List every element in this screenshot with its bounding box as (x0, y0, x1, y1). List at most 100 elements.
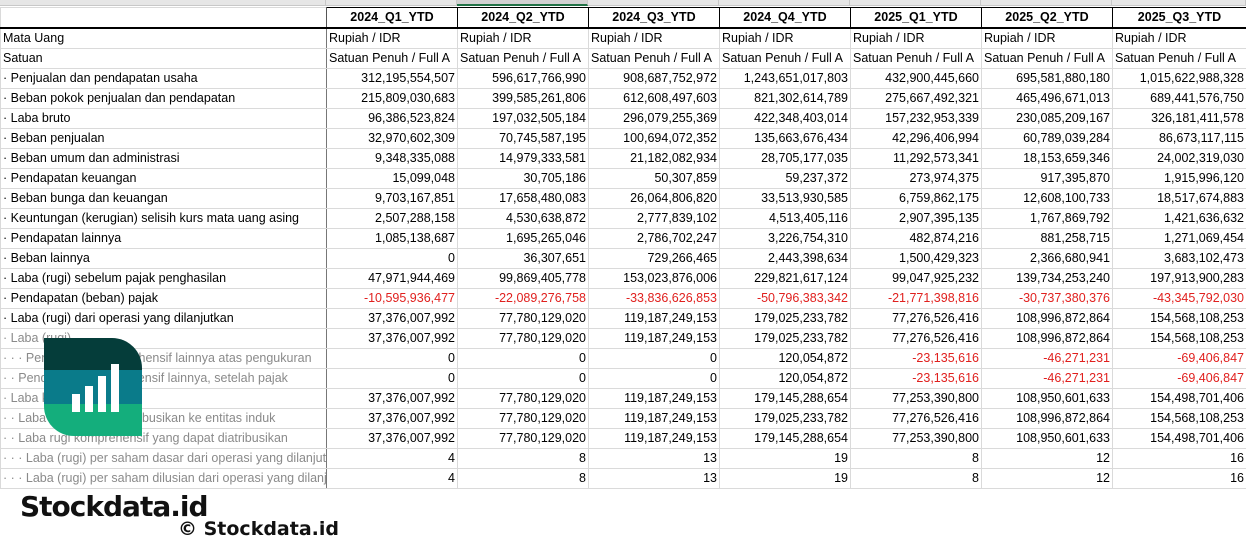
value-cell[interactable]: 77,780,129,020 (458, 329, 589, 349)
value-cell[interactable]: 119,187,249,153 (589, 309, 720, 329)
value-cell[interactable]: 9,348,335,088 (327, 149, 458, 169)
value-cell[interactable]: 482,874,216 (851, 229, 982, 249)
row-label-cell[interactable]: · Laba (rugi) sebelum pajak penghasilan (1, 269, 327, 289)
value-cell[interactable]: 119,187,249,153 (589, 329, 720, 349)
value-cell[interactable]: 821,302,614,789 (720, 89, 851, 109)
value-cell[interactable]: 1,500,429,323 (851, 249, 982, 269)
value-cell[interactable]: 179,025,233,782 (720, 329, 851, 349)
value-cell[interactable]: 12 (982, 449, 1113, 469)
value-cell[interactable]: 296,079,255,369 (589, 109, 720, 129)
value-cell[interactable]: 229,821,617,124 (720, 269, 851, 289)
value-cell[interactable]: 0 (458, 349, 589, 369)
value-cell[interactable]: 153,023,876,006 (589, 269, 720, 289)
value-cell[interactable]: 275,667,492,321 (851, 89, 982, 109)
value-cell[interactable]: 139,734,253,240 (982, 269, 1113, 289)
value-cell[interactable]: 154,568,108,253 (1113, 309, 1246, 329)
value-cell[interactable]: 230,085,209,167 (982, 109, 1113, 129)
meta-value-cell[interactable]: Satuan Penuh / Full A (1113, 49, 1246, 69)
value-cell[interactable]: -10,595,936,477 (327, 289, 458, 309)
value-cell[interactable]: 154,498,701,406 (1113, 429, 1246, 449)
value-cell[interactable]: 77,276,526,416 (851, 409, 982, 429)
value-cell[interactable]: 119,187,249,153 (589, 389, 720, 409)
value-cell[interactable]: 77,780,129,020 (458, 429, 589, 449)
value-cell[interactable]: 0 (458, 369, 589, 389)
value-cell[interactable]: -23,135,616 (851, 349, 982, 369)
value-cell[interactable]: 179,025,233,782 (720, 409, 851, 429)
value-cell[interactable]: 1,767,869,792 (982, 209, 1113, 229)
value-cell[interactable]: 2,366,680,941 (982, 249, 1113, 269)
value-cell[interactable]: 26,064,806,820 (589, 189, 720, 209)
column-header-r[interactable] (850, 0, 981, 6)
value-cell[interactable]: 14,979,333,581 (458, 149, 589, 169)
value-cell[interactable]: 21,182,082,934 (589, 149, 720, 169)
value-cell[interactable]: 100,694,072,352 (589, 129, 720, 149)
value-cell[interactable]: 37,376,007,992 (327, 309, 458, 329)
value-cell[interactable]: 154,498,701,406 (1113, 389, 1246, 409)
value-cell[interactable]: -23,135,616 (851, 369, 982, 389)
column-header-s[interactable] (981, 0, 1112, 6)
value-cell[interactable]: 179,025,233,782 (720, 309, 851, 329)
meta-value-cell[interactable]: Satuan Penuh / Full A (982, 49, 1113, 69)
row-label-cell[interactable]: Satuan (1, 49, 327, 69)
value-cell[interactable]: 37,376,007,992 (327, 329, 458, 349)
row-label-cell[interactable]: · Beban umum dan administrasi (1, 149, 327, 169)
value-cell[interactable]: 4,513,405,116 (720, 209, 851, 229)
value-cell[interactable]: 1,915,996,120 (1113, 169, 1246, 189)
column-header-cell[interactable]: 2025_Q1_YTD (851, 8, 982, 29)
value-cell[interactable]: 32,970,602,309 (327, 129, 458, 149)
value-cell[interactable]: 0 (589, 369, 720, 389)
value-cell[interactable]: 108,950,601,633 (982, 389, 1113, 409)
value-cell[interactable]: -50,796,383,342 (720, 289, 851, 309)
meta-value-cell[interactable]: Rupiah / IDR (1113, 28, 1246, 49)
value-cell[interactable]: -46,271,231 (982, 349, 1113, 369)
value-cell[interactable]: 3,683,102,473 (1113, 249, 1246, 269)
value-cell[interactable]: 36,307,651 (458, 249, 589, 269)
column-header-t[interactable] (1112, 0, 1246, 6)
value-cell[interactable]: 13 (589, 469, 720, 489)
value-cell[interactable]: 1,271,069,454 (1113, 229, 1246, 249)
row-label-cell[interactable]: · Penjualan dan pendapatan usaha (1, 69, 327, 89)
row-label-cell[interactable]: · Beban penjualan (1, 129, 327, 149)
value-cell[interactable]: 3,226,754,310 (720, 229, 851, 249)
value-cell[interactable]: 30,705,186 (458, 169, 589, 189)
value-cell[interactable]: 86,673,117,115 (1113, 129, 1246, 149)
value-cell[interactable]: 19 (720, 469, 851, 489)
value-cell[interactable]: 108,950,601,633 (982, 429, 1113, 449)
meta-value-cell[interactable]: Rupiah / IDR (982, 28, 1113, 49)
row-label-cell[interactable]: · Keuntungan (kerugian) selisih kurs mat… (1, 209, 327, 229)
column-header-n[interactable] (326, 0, 457, 6)
value-cell[interactable]: 215,809,030,683 (327, 89, 458, 109)
value-cell[interactable]: 1,085,138,687 (327, 229, 458, 249)
value-cell[interactable]: 179,145,288,654 (720, 389, 851, 409)
value-cell[interactable]: 59,237,372 (720, 169, 851, 189)
column-header-cell[interactable]: 2024_Q1_YTD (327, 8, 458, 29)
value-cell[interactable]: 8 (458, 449, 589, 469)
value-cell[interactable]: -30,737,380,376 (982, 289, 1113, 309)
meta-value-cell[interactable]: Rupiah / IDR (720, 28, 851, 49)
value-cell[interactable]: 77,780,129,020 (458, 389, 589, 409)
value-cell[interactable]: 1,243,651,017,803 (720, 69, 851, 89)
value-cell[interactable]: 1,015,622,988,328 (1113, 69, 1246, 89)
column-header-cell[interactable]: 2024_Q4_YTD (720, 8, 851, 29)
value-cell[interactable]: 16 (1113, 449, 1246, 469)
column-header-q[interactable] (719, 0, 850, 6)
row-label-cell[interactable]: · Laba bruto (1, 109, 327, 129)
value-cell[interactable]: 6,759,862,175 (851, 189, 982, 209)
value-cell[interactable]: 33,513,930,585 (720, 189, 851, 209)
value-cell[interactable]: 273,974,375 (851, 169, 982, 189)
value-cell[interactable]: 9,703,167,851 (327, 189, 458, 209)
value-cell[interactable]: 2,907,395,135 (851, 209, 982, 229)
row-label-cell[interactable]: · Pendapatan keuangan (1, 169, 327, 189)
value-cell[interactable]: 47,971,944,469 (327, 269, 458, 289)
meta-value-cell[interactable]: Satuan Penuh / Full A (589, 49, 720, 69)
value-cell[interactable]: 917,395,870 (982, 169, 1113, 189)
meta-value-cell[interactable]: Rupiah / IDR (589, 28, 720, 49)
value-cell[interactable]: 99,047,925,232 (851, 269, 982, 289)
value-cell[interactable]: -69,406,847 (1113, 369, 1246, 389)
row-label-cell[interactable]: · Beban pokok penjualan dan pendapatan (1, 89, 327, 109)
header-label-cell[interactable] (1, 8, 327, 29)
value-cell[interactable]: 16 (1113, 469, 1246, 489)
meta-value-cell[interactable]: Rupiah / IDR (851, 28, 982, 49)
column-header-o-selected[interactable] (457, 0, 588, 6)
value-cell[interactable]: 881,258,715 (982, 229, 1113, 249)
